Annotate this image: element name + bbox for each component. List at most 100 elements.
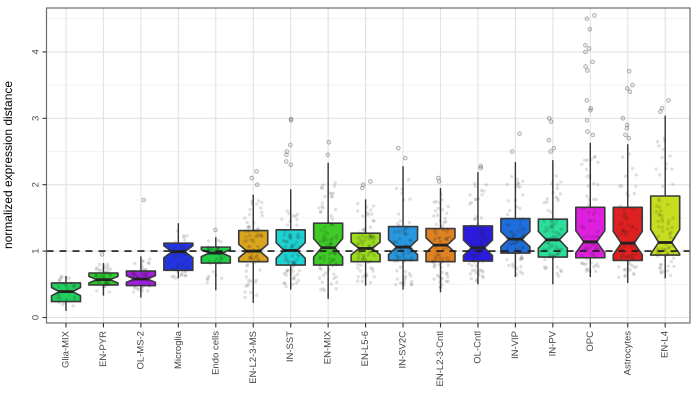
jitter-point bbox=[132, 284, 136, 289]
jitter-point bbox=[587, 211, 591, 215]
jitter-point bbox=[582, 158, 587, 162]
outlier-point bbox=[326, 139, 332, 145]
jitter-point bbox=[288, 219, 292, 223]
jitter-point bbox=[258, 248, 262, 252]
jitter-point bbox=[443, 243, 447, 247]
panel-border-layer bbox=[45, 7, 691, 324]
jitter-point bbox=[255, 232, 259, 237]
jitter-point bbox=[94, 273, 98, 277]
jitter-point bbox=[591, 235, 595, 239]
jitter-point bbox=[395, 240, 399, 244]
jitter-point bbox=[622, 208, 626, 212]
jitter-point bbox=[477, 273, 481, 277]
outlier-point bbox=[583, 49, 588, 55]
jitter-point bbox=[658, 212, 662, 216]
jitter-point bbox=[511, 250, 516, 255]
jitter-point bbox=[474, 197, 479, 202]
jitter-point bbox=[593, 210, 597, 214]
jitter-point bbox=[480, 269, 484, 273]
jitter-point bbox=[208, 262, 212, 266]
jitter-point bbox=[254, 278, 258, 282]
jitter-point bbox=[434, 232, 438, 236]
jitter-point bbox=[477, 249, 482, 253]
x-tick-label-in-sst: IN-SST bbox=[285, 331, 296, 362]
jitter-point bbox=[256, 245, 260, 249]
jitter-point bbox=[624, 254, 628, 258]
jitter-point bbox=[475, 227, 480, 231]
jitter-point bbox=[105, 280, 109, 285]
jitter-point bbox=[319, 263, 323, 267]
jitter-point bbox=[219, 261, 223, 265]
jitter-point bbox=[362, 228, 366, 232]
jitter-point bbox=[591, 252, 595, 256]
jitter-point bbox=[621, 253, 625, 257]
jitter-point bbox=[287, 249, 291, 253]
jitter-point bbox=[436, 206, 441, 211]
jitter-point bbox=[445, 256, 449, 260]
jitter-point bbox=[432, 265, 436, 269]
jitter-point bbox=[585, 241, 589, 245]
jitter-point bbox=[619, 232, 623, 236]
jitter-point bbox=[516, 251, 520, 255]
jitter-point bbox=[404, 225, 408, 230]
jitter-point bbox=[628, 268, 632, 272]
jitter-point bbox=[148, 257, 152, 261]
jitter-point bbox=[397, 223, 401, 228]
jitter-point bbox=[363, 258, 368, 262]
jitter-point bbox=[282, 233, 286, 237]
jitter-point bbox=[659, 262, 663, 267]
jitter-point bbox=[371, 246, 376, 250]
outlier-point bbox=[624, 86, 630, 91]
outlier-point bbox=[249, 175, 255, 181]
jitter-point bbox=[101, 274, 105, 279]
outlier-point bbox=[141, 197, 147, 203]
jitter-point bbox=[656, 247, 660, 251]
jitter-point bbox=[407, 220, 412, 225]
jitter-point bbox=[545, 228, 550, 233]
jitter-point bbox=[256, 234, 261, 239]
y-axis-title: normalized expression distance bbox=[1, 81, 15, 249]
jitter-point bbox=[544, 240, 548, 244]
jitter-point bbox=[177, 249, 182, 254]
jitter-point bbox=[664, 248, 668, 252]
jitter-point bbox=[518, 220, 522, 224]
jitter-point bbox=[297, 245, 301, 249]
jitter-point bbox=[57, 293, 61, 297]
jitter-point bbox=[318, 255, 322, 260]
jitter-point bbox=[409, 279, 414, 284]
jitter-point bbox=[479, 246, 484, 250]
jitter-point bbox=[107, 269, 111, 274]
jitter-point bbox=[327, 257, 332, 261]
jitter-point bbox=[520, 217, 525, 221]
jitter-point bbox=[368, 233, 372, 237]
jitter-point bbox=[655, 140, 660, 144]
jitter-point bbox=[482, 189, 486, 193]
jitter-point bbox=[335, 233, 339, 237]
jitter-point bbox=[283, 281, 287, 286]
jitter-point bbox=[559, 227, 563, 231]
jitter-point bbox=[372, 244, 376, 248]
jitter-point bbox=[438, 257, 442, 261]
jitter-point bbox=[371, 218, 375, 223]
jitter-point bbox=[621, 249, 626, 253]
jitter-point bbox=[255, 202, 259, 206]
jitter-point bbox=[329, 242, 333, 246]
jitter-point bbox=[257, 248, 262, 252]
jitter-point bbox=[440, 198, 444, 202]
jitter-point bbox=[556, 196, 560, 200]
jitter-point bbox=[445, 236, 449, 240]
jitter-point bbox=[395, 277, 400, 281]
jitter-point bbox=[369, 266, 373, 270]
jitter-point bbox=[399, 247, 403, 251]
jitter-point bbox=[67, 290, 71, 294]
jitter-point bbox=[594, 269, 598, 273]
jitter-point bbox=[247, 212, 252, 217]
jitter-point bbox=[356, 279, 360, 283]
jitter-point bbox=[620, 248, 624, 253]
outlier-point bbox=[548, 149, 553, 154]
jitter-point bbox=[664, 166, 668, 170]
jitter-point bbox=[505, 212, 510, 217]
jitter-point bbox=[220, 276, 224, 280]
jitter-point bbox=[522, 226, 526, 231]
jitter-point bbox=[372, 236, 376, 240]
